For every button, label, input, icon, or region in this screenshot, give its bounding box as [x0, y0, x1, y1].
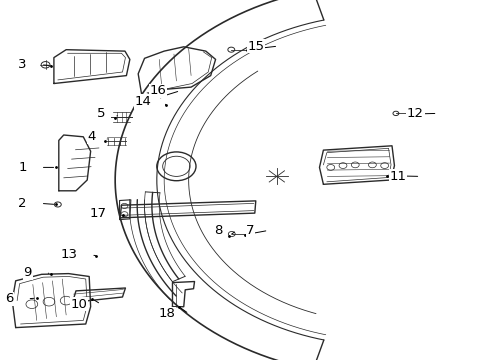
Text: 16: 16 [150, 84, 167, 97]
Text: 8: 8 [215, 224, 223, 237]
Text: 2: 2 [19, 197, 27, 210]
Text: 11: 11 [390, 170, 407, 183]
Text: 14: 14 [135, 95, 152, 108]
Text: 1: 1 [19, 161, 27, 174]
Text: 18: 18 [159, 307, 175, 320]
Text: 5: 5 [97, 107, 105, 120]
Text: 13: 13 [60, 248, 77, 261]
Text: 17: 17 [90, 207, 107, 220]
Text: 12: 12 [407, 107, 424, 120]
Text: 4: 4 [87, 130, 96, 143]
Text: 3: 3 [19, 58, 27, 71]
Text: 15: 15 [247, 40, 265, 53]
Text: 9: 9 [24, 266, 32, 279]
Text: 10: 10 [71, 298, 87, 311]
Text: 7: 7 [246, 224, 255, 237]
Text: 6: 6 [5, 292, 14, 305]
